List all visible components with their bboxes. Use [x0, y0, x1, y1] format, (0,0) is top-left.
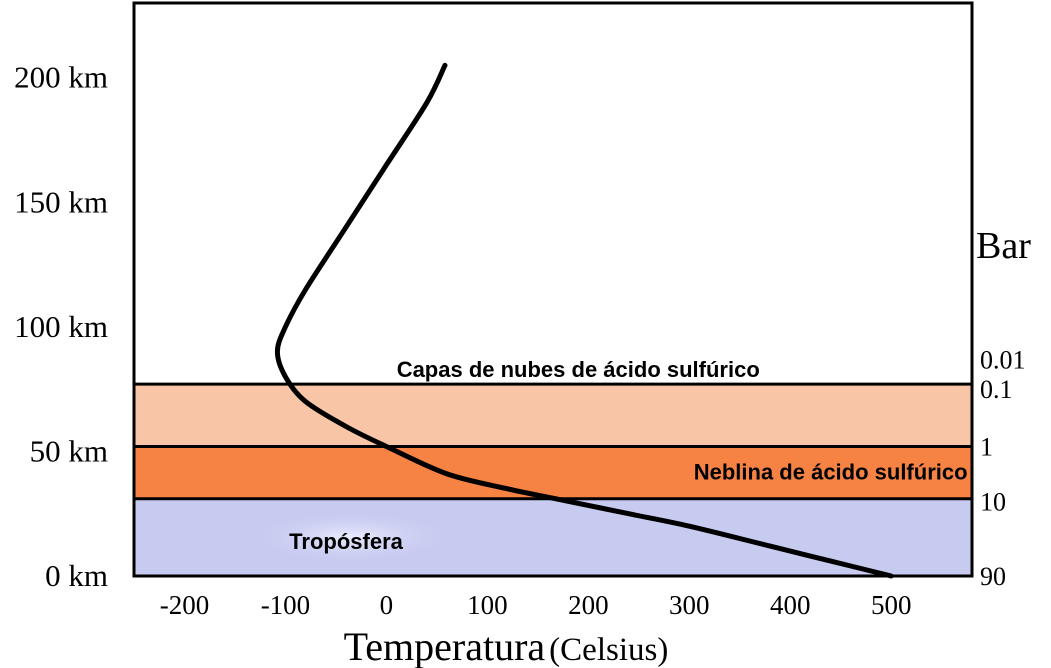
- x-axis-title-main: Temperatura: [344, 624, 546, 668]
- altitude-tick-label: 200 km: [14, 60, 108, 95]
- temperature-curve: [274, 62, 894, 579]
- annotation-neblina-de-acido-sulfurico: Neblina de ácido sulfúrico: [694, 459, 968, 484]
- altitude-tick-label: 100 km: [14, 309, 108, 344]
- altitude-tick-label: 150 km: [14, 184, 108, 219]
- pressure-tick-label: 0.01: [980, 345, 1026, 374]
- temperature-tick-label: 0: [380, 590, 394, 620]
- pressure-tick-label: 90: [980, 562, 1006, 591]
- x-axis-title: Temperatura (Celsius): [344, 624, 669, 668]
- layer-band-cloud-2: [134, 384, 972, 447]
- layer-band-neblina-de-acido-sulfurico: [134, 446, 972, 499]
- temperature-tick-label: 500: [871, 590, 912, 620]
- altitude-tick-label: 50 km: [30, 433, 108, 468]
- pressure-tick-label: 0.1: [980, 375, 1013, 404]
- temperature-tick-labels: -200 -100 0 100 200 300 400 500: [160, 590, 912, 620]
- pressure-tick-label: 10: [980, 487, 1006, 516]
- layer-annotations: Capas de nubes de ácido sulfúrico Neblina…: [289, 357, 967, 554]
- temperature-tick-label: 300: [669, 590, 710, 620]
- temperature-tick-label: 200: [568, 590, 609, 620]
- troposphere-glow: [251, 511, 452, 564]
- pressure-tick-labels: 90 10 1 0.10.01: [980, 345, 1026, 591]
- temperature-tick-label: 400: [770, 590, 811, 620]
- x-axis-title-unit: (Celsius): [549, 632, 668, 668]
- altitude-tick-labels: 0 km 50 km 100 km 150 km 200 km: [14, 60, 108, 593]
- altitude-tick-label: 0 km: [45, 558, 108, 593]
- pressure-axis-title: Bar: [976, 225, 1031, 267]
- temperature-tick-label: 100: [467, 590, 508, 620]
- annotation-capas-de-nubes-de-acido-sulfurico: Capas de nubes de ácido sulfúrico: [397, 357, 760, 382]
- pressure-tick-label: 1: [980, 432, 993, 461]
- atmosphere-layers: [134, 384, 972, 576]
- temperature-tick-label: -200: [160, 590, 210, 620]
- annotation-troposfera: Tropósfera: [289, 529, 403, 554]
- temperature-tick-label: -100: [261, 590, 311, 620]
